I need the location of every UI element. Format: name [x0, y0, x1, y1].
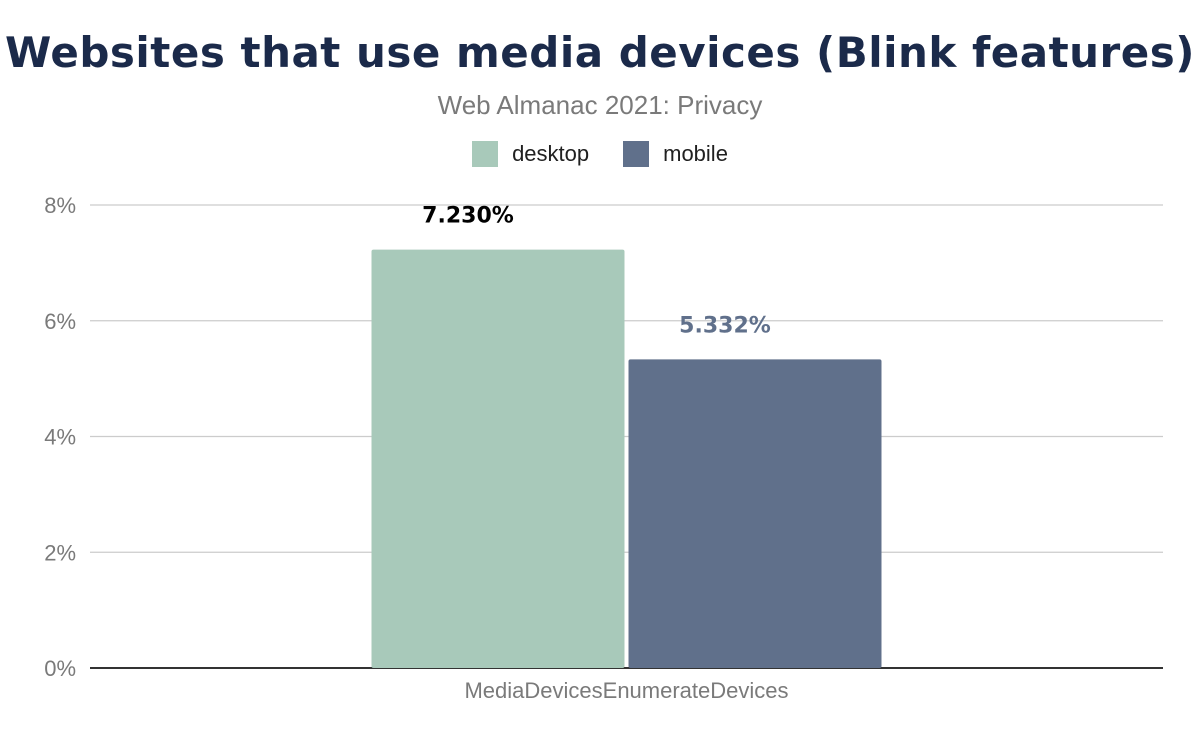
legend-label-mobile: mobile	[663, 141, 728, 166]
legend-swatch-mobile	[623, 141, 650, 167]
chart-title: Websites that use media devices (Blink f…	[5, 28, 1195, 77]
bar-desktop	[371, 249, 625, 668]
bar-mobile	[628, 359, 882, 668]
chart-subtitle: Web Almanac 2021: Privacy	[437, 90, 763, 120]
x-tick-label: MediaDevicesEnumerateDevices	[464, 678, 788, 703]
y-tick-label: 6%	[44, 309, 76, 334]
legend-item-desktop[interactable]: desktop	[472, 141, 589, 167]
y-tick-label: 2%	[44, 540, 76, 565]
data-label-mobile: 5.332%	[679, 313, 771, 338]
y-tick-label: 8%	[44, 193, 76, 218]
y-tick-label: 0%	[44, 656, 76, 681]
legend: desktop mobile	[0, 141, 1200, 167]
y-tick-label: 4%	[44, 425, 76, 450]
legend-swatch-desktop	[472, 141, 499, 167]
data-label-desktop: 7.230%	[422, 204, 514, 229]
legend-label-desktop: desktop	[512, 141, 590, 166]
legend-item-mobile[interactable]: mobile	[623, 141, 728, 167]
